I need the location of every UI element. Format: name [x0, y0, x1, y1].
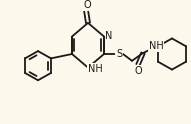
Text: NH: NH: [149, 41, 163, 51]
Text: O: O: [134, 66, 142, 76]
Text: O: O: [83, 0, 91, 10]
Text: S: S: [116, 49, 122, 59]
Text: N: N: [105, 31, 113, 41]
Text: NH: NH: [88, 64, 102, 74]
